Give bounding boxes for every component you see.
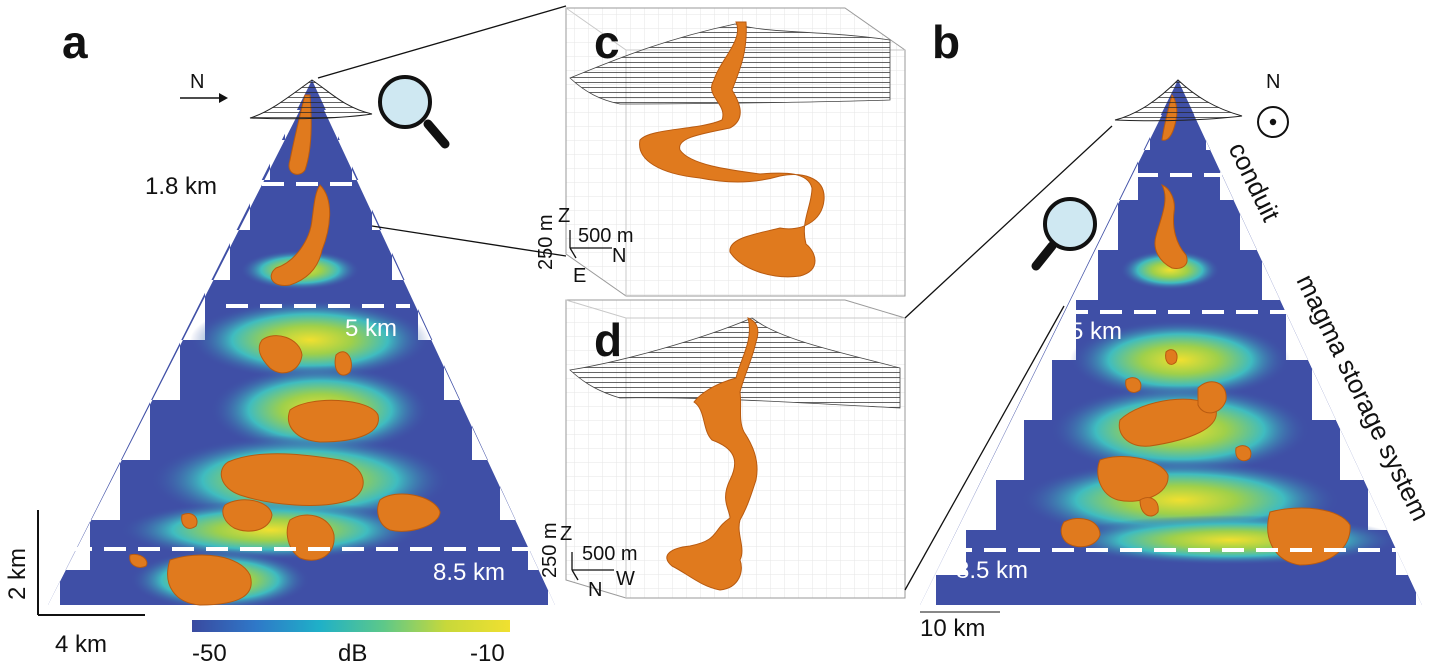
panel-b-topography (1114, 79, 1243, 122)
panel-a: a (4, 5, 567, 658)
colorbar-unit-label: dB (338, 640, 367, 666)
panel-a-north-label: N (190, 71, 204, 93)
colorbar: -50 dB -10 (192, 620, 510, 666)
panel-c-axis-z: Z (558, 205, 570, 227)
panel-b: b 5 km 8.5 km c (904, 16, 1434, 642)
panel-a-zoom-line-top (317, 5, 567, 79)
panel-b-letter: b (932, 16, 960, 68)
panel-c-axis-e: E (573, 265, 586, 287)
colorbar-max-label: -10 (470, 640, 505, 666)
panel-a-depth-label-2: 5 km (345, 315, 397, 342)
panel-a-heat (120, 250, 450, 605)
panel-d-axes (571, 552, 614, 581)
panel-a-scale-horizontal-label: 4 km (55, 631, 107, 658)
panel-d-axis-n: N (588, 579, 602, 601)
panel-b-zoom-line-bottom (904, 305, 1065, 591)
panel-a-depth-label-1: 1.8 km (145, 173, 217, 200)
panel-d-topography (569, 317, 901, 409)
panel-d-axis-z: Z (560, 523, 572, 545)
panel-d-axis-w: W (616, 568, 635, 590)
panel-b-zoom-line-top (904, 125, 1113, 319)
colorbar-gradient (192, 620, 510, 632)
panel-c-conduit (639, 21, 825, 278)
panel-b-scale-label: 10 km (920, 615, 985, 642)
colorbar-min-label: -50 (192, 640, 227, 666)
panel-d-scale-vertical: 250 m (539, 522, 561, 578)
panel-c-scale-vertical: 250 m (535, 214, 557, 270)
panel-a-depth-label-3: 8.5 km (433, 559, 505, 586)
panel-b-step-left (920, 115, 1162, 605)
panel-c: c Z N E 250 m 500 m (535, 7, 906, 297)
panel-a-north-arrow-head (219, 93, 228, 103)
panel-c-axes (569, 230, 612, 259)
panel-a-magnifier-icon (378, 75, 450, 149)
panel-a-scale-vertical-label: 2 km (4, 548, 31, 600)
panel-b-north-symbol (1257, 106, 1289, 138)
panel-c-axis-n: N (612, 245, 626, 267)
panel-a-topography (249, 79, 373, 120)
panel-b-depth-label-1: 5 km (1070, 318, 1122, 345)
panel-d-letter: d (594, 314, 622, 366)
panel-c-letter: c (594, 16, 620, 68)
panel-b-depth-label-2: 8.5 km (956, 557, 1028, 584)
panel-a-step-right (324, 110, 555, 605)
panel-a-zoom-line-bottom (371, 225, 567, 257)
panel-d: d Z W N 250 m 500 m (539, 299, 906, 601)
panel-a-step-left (48, 110, 300, 605)
panel-b-north-label: N (1266, 71, 1280, 93)
panel-b-magnifier-icon (1031, 197, 1097, 271)
panel-b-step-right (1194, 115, 1422, 605)
panel-c-scale-horizontal: 500 m (578, 225, 634, 247)
panel-d-conduit (666, 317, 759, 591)
panel-a-letter: a (62, 16, 88, 68)
panel-d-scale-horizontal: 500 m (582, 543, 638, 565)
